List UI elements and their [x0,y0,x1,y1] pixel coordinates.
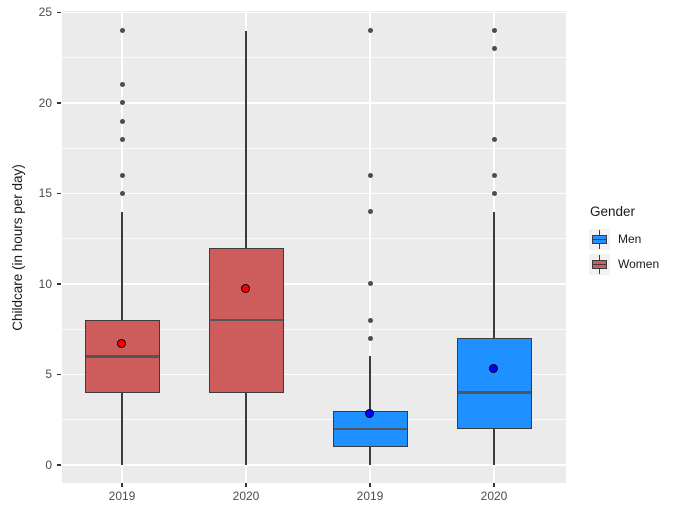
legend: Gender Men Women [589,204,659,278]
outlier-point [491,46,497,52]
y-tick-label: 10 [38,276,52,291]
y-tick-label: 15 [38,186,52,201]
outlier-point [491,190,497,196]
legend-title: Gender [590,204,636,219]
legend-key-box-icon [592,234,607,244]
x-tick-mark [493,483,495,487]
y-tick-mark [57,102,61,104]
y-axis-title-wrap: Childcare (in hours per day) [2,11,32,483]
outlier-point [119,136,125,142]
x-tick-label: 2020 [232,489,260,503]
x-tick-label: 2019 [108,489,136,503]
minor-gridline [62,147,566,149]
outlier-point [367,28,373,34]
x-tick-label: 2020 [480,489,508,503]
x-tick-label: 2019 [356,489,384,503]
legend-key-median-icon [593,263,606,265]
outlier-point [119,28,125,34]
major-gridline [62,373,566,376]
mean-point-men-2019 [365,409,375,419]
outlier-point [491,28,497,34]
major-gridline [62,192,566,195]
legend-key-men [589,228,610,250]
y-tick-label: 25 [38,5,52,20]
median-men-2019 [333,427,407,430]
outlier-point [367,172,373,178]
legend-item-men: Men [589,228,659,250]
y-tick-mark [57,192,61,195]
mean-point-women-2020 [241,284,251,294]
major-gridline [62,102,566,104]
legend-item-women: Women [589,253,659,275]
y-tick-mark [57,464,61,466]
x-tick-mark [245,483,247,487]
y-tick-mark [57,283,61,285]
minor-gridline [62,328,566,330]
x-tick-mark [369,483,371,487]
vertical-gridline [369,11,371,483]
outlier-point [367,317,373,323]
minor-gridline [62,57,566,59]
median-women-2019 [85,355,159,358]
outlier-point [119,100,125,106]
minor-gridline [62,419,566,421]
legend-key-women [589,253,610,275]
major-gridline [62,283,566,285]
outlier-point [119,172,125,178]
outlier-point [491,172,497,178]
minor-gridline [62,238,566,240]
legend-label-men: Men [618,232,642,246]
median-men-2020 [457,391,531,394]
mean-point-women-2019 [117,338,127,348]
y-tick-mark [57,373,61,376]
y-tick-label: 0 [45,457,52,472]
legend-label-women: Women [618,257,660,271]
legend-key-median-icon [593,238,606,240]
outlier-point [491,136,497,142]
outlier-point [119,190,125,196]
mean-point-men-2020 [489,364,499,374]
whisker-men-2020 [493,211,495,465]
outlier-point [119,118,125,124]
whisker-women-2020 [245,30,247,465]
outlier-point [367,335,373,341]
major-gridline [62,464,566,466]
box-men-2020 [456,338,532,429]
legend-key-box-icon [592,259,607,269]
y-tick-mark [57,11,61,14]
y-tick-label: 5 [45,367,52,382]
x-tick-mark [121,483,123,487]
outlier-point [367,281,373,287]
major-gridline [62,11,566,14]
outlier-point [119,82,125,88]
outlier-point [367,209,373,215]
median-women-2020 [209,318,283,322]
plot-panel [62,11,566,483]
y-tick-label: 20 [38,95,52,110]
